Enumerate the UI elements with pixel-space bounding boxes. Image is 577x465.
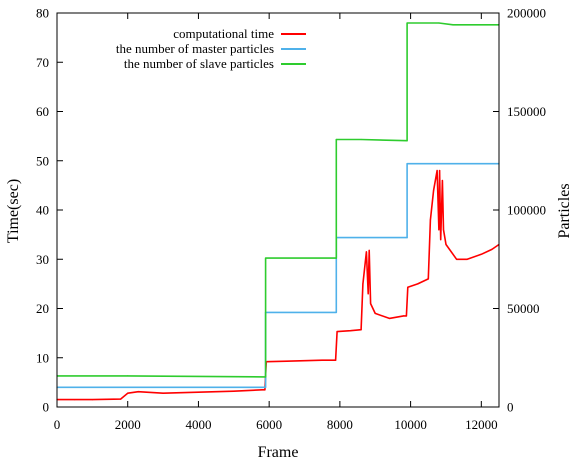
ticks: 0 2000 4000 6000 8000 10000 12000 0 10 20 30 40 50 60…	[36, 6, 546, 433]
data-point-the-number-of-master-particles	[265, 386, 267, 388]
data-point-computational-time	[368, 249, 370, 251]
data-point-computational-time	[120, 398, 122, 400]
data-point-computational-time	[91, 399, 93, 401]
data-point-computational-time	[162, 392, 164, 394]
data-point-the-number-of-slave-particles	[452, 24, 454, 26]
x-tick-label: 10000	[394, 417, 427, 432]
data-point-computational-time	[433, 189, 435, 191]
data-point-the-number-of-slave-particles	[406, 140, 408, 142]
data-point-computational-time	[261, 389, 263, 391]
data-point-computational-time	[365, 251, 367, 253]
y-tick-label-left: 0	[43, 400, 50, 415]
y-tick-label-left: 10	[36, 350, 49, 365]
data-point-computational-time	[405, 315, 407, 317]
data-point-computational-time	[370, 303, 372, 305]
y-axis-title-left: Time(sec)	[5, 179, 22, 243]
data-point-computational-time	[388, 317, 390, 319]
data-point-computational-time	[374, 312, 376, 314]
data-point-the-number-of-slave-particles	[127, 375, 129, 377]
data-point-computational-time	[436, 170, 438, 172]
x-tick-label: 6000	[256, 417, 282, 432]
data-point-computational-time	[197, 391, 199, 393]
x-tick-label: 4000	[185, 417, 211, 432]
data-point-computational-time	[402, 315, 405, 317]
data-point-computational-time	[438, 229, 440, 231]
data-point-computational-time	[442, 229, 445, 231]
data-point-computational-time	[127, 392, 129, 394]
data-point-computational-time	[427, 278, 429, 280]
data-point-the-number-of-slave-particles	[406, 22, 408, 24]
data-point-the-number-of-master-particles	[406, 237, 408, 239]
y-tick-label-left: 70	[36, 55, 49, 70]
y-tick-label-left: 60	[36, 104, 49, 119]
data-point-computational-time	[445, 243, 447, 246]
data-point-the-number-of-slave-particles	[265, 257, 267, 259]
x-tick-label: 8000	[327, 417, 353, 432]
data-point-computational-time	[440, 239, 442, 241]
legend-label-computational-time: computational time	[173, 26, 274, 41]
data-point-computational-time	[137, 391, 139, 393]
x-axis-title: Frame	[258, 444, 299, 461]
data-point-computational-time	[233, 390, 235, 392]
data-point-the-number-of-master-particles	[406, 163, 408, 165]
data-point-computational-time	[456, 258, 458, 260]
legend-label-the-number-of-slave-particles: the number of slave particles	[124, 56, 274, 71]
data-point-computational-time	[480, 253, 482, 255]
axes	[56, 12, 500, 408]
data-point-computational-time	[491, 248, 493, 250]
data-point-computational-time	[336, 331, 338, 333]
data-point-computational-time	[335, 359, 337, 361]
data-point-computational-time	[321, 359, 323, 361]
y-tick-label-left: 30	[36, 252, 49, 267]
y-tick-label-left: 20	[36, 301, 49, 316]
y-tick-label-left: 40	[36, 203, 49, 218]
plot-frame	[56, 12, 500, 408]
data-point-computational-time	[429, 219, 431, 221]
data-point-computational-time	[439, 170, 441, 172]
y-axis-title-right: Particles	[556, 183, 573, 238]
legend-label-the-number-of-master-particles: the number of master particles	[116, 41, 274, 56]
data-point-the-number-of-slave-particles	[335, 138, 337, 141]
y-tick-label-right: 100000	[507, 203, 546, 218]
data-point-computational-time	[74, 399, 76, 401]
x-tick-label: 12000	[465, 417, 498, 432]
data-point-computational-time	[407, 286, 409, 288]
y-tick-label-right: 200000	[507, 6, 546, 21]
data-point-computational-time	[367, 293, 369, 295]
data-point-computational-time	[417, 283, 419, 285]
data-point-computational-time	[286, 360, 288, 362]
data-point-computational-time	[360, 329, 362, 331]
y-tick-label-right: 50000	[507, 301, 540, 316]
plot-lines	[56, 22, 500, 401]
data-point-the-number-of-master-particles	[335, 311, 337, 313]
data-point-computational-time	[466, 258, 468, 260]
data-point-computational-time	[349, 330, 352, 332]
data-point-the-number-of-slave-particles	[335, 257, 337, 259]
x-tick-label: 0	[54, 417, 61, 432]
data-point-computational-time	[303, 360, 306, 362]
series-line-the-number-of-slave-particles	[57, 22, 499, 378]
data-point-computational-time	[264, 389, 266, 391]
series-line-computational-time	[57, 169, 500, 401]
y-tick-label-left: 50	[36, 153, 49, 168]
data-point-computational-time	[362, 283, 364, 285]
data-point-the-number-of-slave-particles	[265, 376, 267, 378]
y-tick-label-left: 80	[36, 6, 49, 21]
y-tick-label-right: 0	[507, 400, 514, 415]
data-point-the-number-of-slave-particles	[360, 138, 362, 141]
data-point-computational-time	[441, 179, 443, 182]
y-tick-label-right: 150000	[507, 104, 546, 119]
data-point-the-number-of-slave-particles	[438, 22, 440, 24]
x-tick-label: 2000	[115, 417, 141, 432]
